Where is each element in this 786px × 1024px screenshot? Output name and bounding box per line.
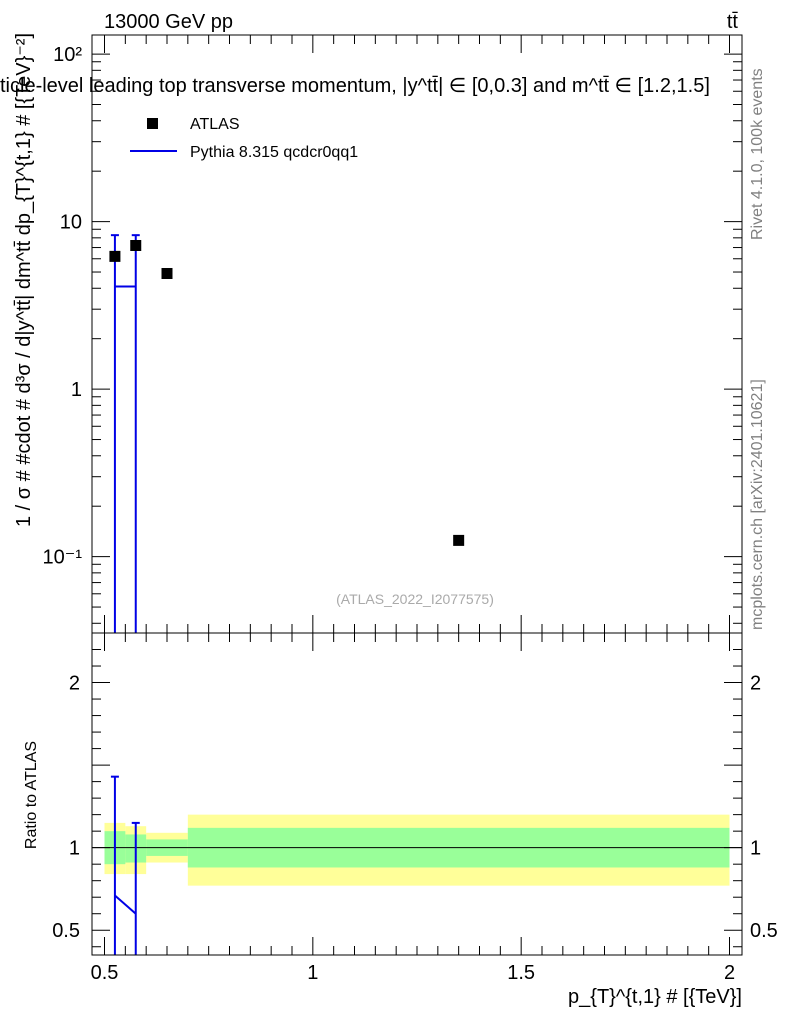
plot-title: ticle-level leading top transverse momen…: [0, 75, 710, 97]
ratio-panel: 0.5 1 1.5 2 0.5 0.5 1 1 2 2: [52, 632, 778, 984]
watermark: (ATLAS_2022_I2077575): [336, 591, 494, 607]
ratio-ytick-label-right: 1: [750, 838, 761, 860]
main-ytick-label: 10: [60, 212, 82, 234]
rivet-label: Rivet 4.1.0, 100k events: [749, 68, 766, 240]
data-point-3: [453, 534, 465, 546]
data-point-2: [161, 267, 173, 279]
data-point-1: [130, 239, 142, 251]
main-ylabel: 1 / σ # #cdot # d³σ / d|y^tt̄| dm^tt̄ dp…: [13, 33, 35, 527]
main-ytick-label: 10²: [53, 44, 82, 66]
ratio-ytick-label-right: 2: [750, 673, 761, 695]
xtick-label: 1.5: [507, 962, 535, 984]
ratio-ytick-label-left: 1: [69, 838, 80, 860]
main-ytick-label: 1: [71, 379, 82, 401]
ratio-mc-line: [114, 894, 137, 915]
xtick-label: 1: [307, 962, 318, 984]
legend-data-label: ATLAS: [190, 116, 240, 133]
main-ytick-label: 10⁻¹: [43, 547, 83, 569]
mcplots-label: mcplots.cern.ch [arXiv:2401.10621]: [749, 379, 766, 630]
ratio-ytick-label-right: 0.5: [750, 920, 778, 942]
ratio-ylabel: Ratio to ATLAS: [23, 741, 40, 849]
x-axis-label: p_{T}^{t,1} # [{TeV}]: [568, 986, 742, 1008]
xtick-label: 0.5: [91, 962, 119, 984]
legend-data-marker: [147, 118, 158, 129]
ratio-frame: [91, 632, 743, 956]
ratio-ytick-label-left: 2: [69, 673, 80, 695]
data-point-0: [109, 250, 121, 262]
process-label: tt̄: [727, 11, 739, 33]
xtick-label: 2: [724, 962, 735, 984]
ratio-ytick-label-left: 0.5: [52, 920, 80, 942]
energy-label: 13000 GeV pp: [104, 11, 233, 33]
legend-mc-label: Pythia 8.315 qcdcr0qq1: [190, 144, 358, 161]
